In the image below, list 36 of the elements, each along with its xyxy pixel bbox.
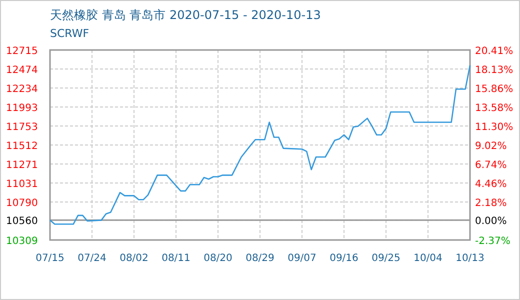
x-tick-label: 09/25	[372, 253, 400, 264]
y-tick-label: 11271	[6, 160, 38, 172]
line-series	[49, 64, 471, 225]
y-tick-label: 10309	[6, 236, 38, 247]
y2-tick-label: 18.13%	[475, 65, 514, 76]
y2-tick-label: 2.18%	[475, 198, 507, 210]
y-tick-label: 11031	[6, 178, 38, 190]
y2-tick-label: 4.46%	[475, 179, 507, 190]
y-tick-label: 12234	[6, 84, 38, 95]
y2-tick-label: 6.74%	[475, 160, 507, 172]
y-tick-label: 11512	[6, 141, 38, 152]
x-tick-label: 09/16	[330, 253, 358, 264]
y2-tick-label: 0.00%	[475, 216, 507, 228]
chart-title: 天然橡胶 青岛 青岛市 2020-07-15 - 2020-10-13	[50, 8, 321, 22]
y-tick-label: 12715	[6, 46, 38, 57]
y2-tick-label: 20.41%	[475, 46, 514, 57]
y2-tick-label: 15.86%	[475, 84, 514, 95]
x-tick-label: 08/11	[162, 253, 190, 264]
y-tick-label: 10560	[6, 216, 38, 228]
y-tick-label: 10790	[6, 198, 38, 210]
y2-tick-label: 9.02%	[475, 141, 507, 152]
y-tick-label: 11753	[6, 122, 38, 133]
y2-tick-label: 11.30%	[475, 122, 514, 133]
chart-subtitle: SCRWF	[50, 27, 90, 40]
x-tick-label: 10/04	[414, 253, 442, 264]
x-tick-label: 07/15	[36, 253, 64, 264]
y-tick-label: 12474	[6, 65, 38, 76]
x-tick-label: 07/24	[78, 253, 106, 264]
x-tick-label: 08/20	[204, 253, 232, 264]
x-tick-label: 08/29	[246, 253, 274, 264]
x-tick-label: 10/13	[456, 253, 484, 264]
y2-tick-label: -2.37%	[475, 236, 510, 247]
y2-tick-label: 13.58%	[475, 102, 514, 114]
x-tick-label: 09/07	[288, 253, 316, 264]
y-tick-label: 11993	[6, 103, 38, 114]
x-tick-label: 08/02	[120, 253, 148, 264]
